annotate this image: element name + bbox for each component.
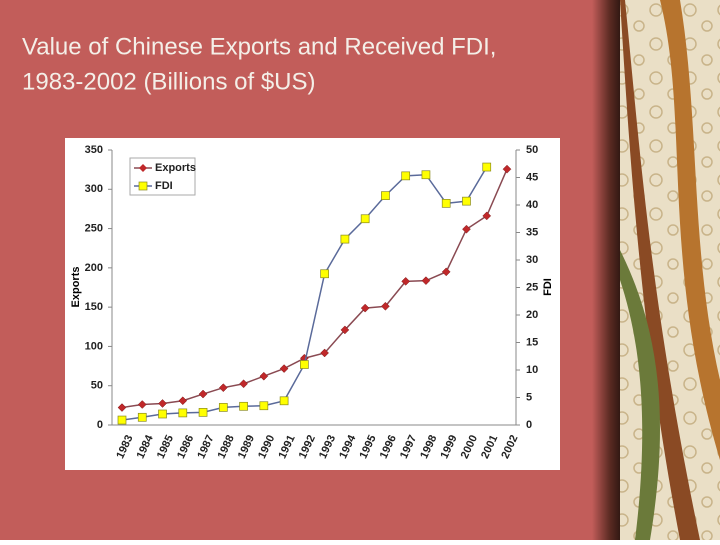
- marker: [158, 399, 167, 408]
- y2-tick-label: 20: [526, 309, 538, 321]
- marker: [381, 301, 390, 311]
- edge-shadow: [592, 0, 622, 540]
- y2-tick-label: 25: [526, 281, 538, 293]
- marker: [198, 389, 208, 399]
- marker: [502, 164, 512, 174]
- marker: [218, 403, 228, 412]
- marker: [320, 348, 329, 358]
- y-tick-label: 150: [85, 301, 103, 313]
- marker: [482, 211, 492, 221]
- y-axis-label: Exports: [70, 267, 82, 308]
- marker: [137, 412, 147, 422]
- marker: [462, 196, 471, 206]
- chart-title: 1983-2002 (Billions of $US): [22, 68, 316, 95]
- y2-tick-label: 45: [526, 171, 538, 183]
- legend-label: FDI: [155, 180, 173, 192]
- y2-tick-label: 15: [526, 336, 538, 348]
- marker: [340, 325, 350, 335]
- marker: [158, 409, 167, 419]
- y-tick-label: 350: [85, 144, 103, 156]
- marker: [401, 277, 411, 286]
- marker: [441, 199, 451, 208]
- marker: [421, 276, 431, 286]
- legend-marker: [138, 181, 148, 191]
- decor-swoosh: [660, 0, 720, 460]
- marker: [178, 408, 188, 418]
- y2-tick-label: 35: [526, 226, 538, 238]
- decor-swoosh: [620, 0, 700, 540]
- y-tick-label: 0: [97, 419, 103, 431]
- y-tick-label: 50: [91, 380, 103, 392]
- marker: [117, 403, 127, 412]
- marker: [198, 408, 208, 417]
- y2-tick-label: 50: [526, 144, 538, 156]
- y2-tick-label: 10: [526, 364, 538, 376]
- marker: [178, 396, 188, 406]
- marker: [239, 379, 248, 389]
- marker: [117, 415, 127, 425]
- legend-marker: [139, 164, 147, 172]
- y2-tick-label: 30: [526, 254, 538, 266]
- marker: [239, 401, 248, 411]
- y-tick-label: 200: [85, 262, 103, 274]
- decor-swoosh: [620, 250, 660, 540]
- marker: [381, 191, 390, 200]
- marker: [279, 364, 289, 373]
- marker: [279, 396, 289, 406]
- marker: [441, 267, 451, 277]
- marker: [360, 214, 370, 224]
- marker: [320, 269, 329, 279]
- marker: [482, 162, 492, 172]
- marker: [340, 234, 350, 244]
- marker: [360, 303, 370, 313]
- y-tick-label: 300: [85, 183, 103, 195]
- y-tick-label: 250: [85, 222, 103, 234]
- legend-label: Exports: [155, 162, 196, 174]
- marker: [401, 171, 411, 181]
- marker: [300, 360, 309, 369]
- chart-title: Value of Chinese Exports and Received FD…: [22, 33, 496, 60]
- y2-tick-label: 5: [526, 391, 532, 403]
- marker: [462, 224, 471, 234]
- y2-tick-label: 40: [526, 199, 538, 211]
- marker: [259, 371, 269, 381]
- series-line: [121, 168, 508, 409]
- y2-tick-label: 0: [526, 419, 532, 431]
- marker: [259, 401, 269, 411]
- marker: [218, 383, 228, 393]
- marker: [421, 170, 431, 180]
- y-tick-label: 100: [85, 340, 103, 352]
- marker: [137, 400, 147, 409]
- y2-axis-label: FDI: [542, 278, 554, 296]
